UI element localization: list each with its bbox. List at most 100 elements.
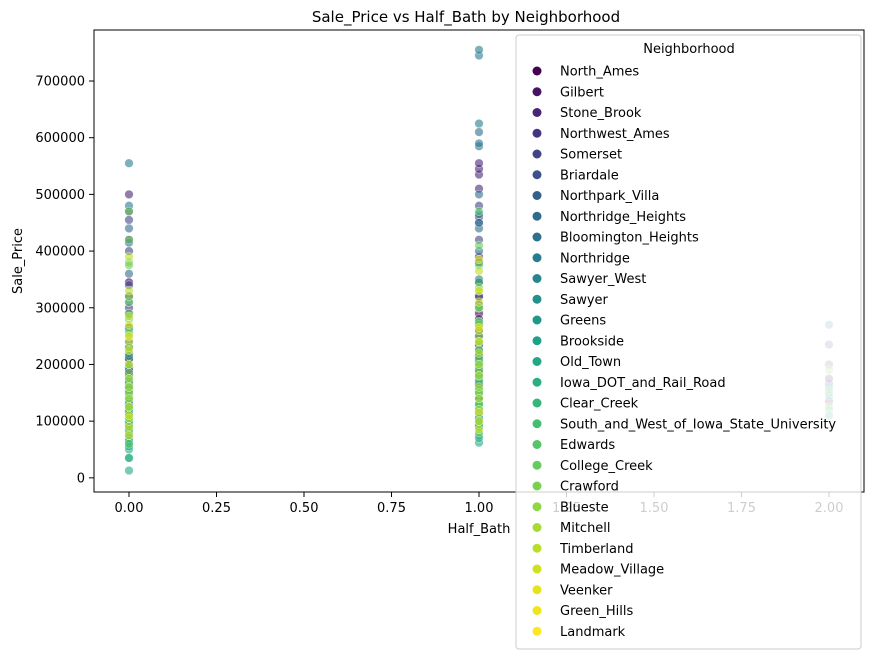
data-point [474, 359, 484, 370]
y-tick-label: 300000 [35, 301, 85, 316]
legend-entry-label: Clear_Creek [560, 397, 639, 412]
legend-entry-label: North_Ames [560, 65, 639, 80]
legend-marker [532, 66, 542, 76]
data-point [474, 297, 484, 307]
legend-entry-label: Briardale [560, 168, 619, 183]
data-point [474, 45, 484, 55]
data-point [124, 189, 134, 199]
legend-marker [532, 336, 542, 346]
data-point [474, 408, 484, 418]
legend-entry-label: Crawford [560, 480, 619, 495]
data-point [124, 269, 134, 279]
legend-marker [532, 294, 542, 304]
legend-marker [532, 128, 542, 138]
y-tick-label: 600000 [35, 131, 85, 146]
legend-entry-label: South_and_West_of_Iowa_State_University [560, 417, 836, 432]
legend-marker [532, 523, 542, 532]
data-point [474, 138, 484, 148]
y-tick-label: 0 [77, 471, 85, 486]
legend-marker [532, 606, 542, 615]
y-tick-label: 200000 [35, 358, 85, 373]
legend-entry-label: Blueste [560, 500, 609, 515]
data-point [124, 331, 134, 341]
legend-marker [532, 232, 542, 242]
data-point [474, 323, 484, 333]
data-point [124, 158, 134, 168]
legend-marker [532, 460, 542, 470]
legend-entry-label: Northwest_Ames [560, 127, 670, 142]
data-point [124, 466, 134, 476]
data-point [124, 320, 134, 330]
legend-marker [532, 211, 542, 221]
data-point [474, 189, 484, 199]
y-axis: 0 100000 200000 300000 400000 500000 600000 700… [35, 75, 94, 486]
data-point [124, 359, 134, 370]
legend-entry-label: Sawyer [560, 293, 609, 308]
data-point [474, 240, 484, 250]
data-point [124, 311, 134, 321]
legend-entry-label: Landmark [560, 625, 626, 640]
data-point [474, 158, 484, 168]
legend-marker [532, 419, 542, 429]
data-point [124, 252, 134, 262]
legend-marker [532, 502, 542, 512]
legend-marker [532, 191, 542, 200]
x-tick-label: 0.75 [377, 501, 406, 516]
legend-entry-label: Mitchell [560, 521, 611, 536]
data-point [474, 348, 484, 358]
y-axis-label: Sale_Price [11, 228, 26, 294]
legend-entry-label: College_Creek [560, 459, 653, 474]
data-point [474, 206, 484, 216]
legend-entry-label: Northpark_Villa [560, 189, 659, 204]
data-point [124, 410, 134, 421]
legend-entry-label: Iowa_DOT_and_Rail_Road [560, 376, 726, 391]
legend-marker [532, 170, 542, 180]
legend-entry-label: Bloomington_Heights [560, 231, 699, 246]
data-point [124, 345, 134, 355]
data-point [124, 286, 134, 296]
data-point [474, 127, 484, 137]
legend-marker [532, 398, 542, 408]
data-point [474, 337, 484, 347]
legend-entry-label: Meadow_Village [560, 563, 664, 578]
legend-entry-label: Northridge [560, 251, 630, 266]
legend-entry-label: Northridge_Heights [560, 210, 686, 225]
legend-entry-label: Sawyer_West [560, 272, 646, 287]
data-point [124, 402, 134, 412]
data-point [474, 255, 484, 265]
data-point [474, 266, 484, 276]
data-point [124, 439, 134, 449]
legend-marker [532, 149, 542, 159]
data-point [474, 371, 484, 381]
y-tick-label: 100000 [35, 415, 85, 430]
legend-entry-label: Timberland [559, 542, 633, 557]
legend-entry-label: Brookside [560, 334, 624, 349]
legend-marker [532, 253, 542, 263]
data-point [124, 453, 134, 463]
legend-entry-label: Somerset [560, 148, 622, 163]
x-tick-label: 0.50 [290, 501, 319, 516]
legend-marker [532, 440, 542, 449]
legend-entry-label: Stone_Brook [560, 106, 642, 121]
legend-title: Neighborhood [643, 42, 735, 57]
data-point [124, 223, 134, 233]
legend-entry-label: Greens [560, 314, 606, 329]
legend-entries: North_Ames Gilbert Stone_Brook Northwest_Am… [532, 65, 836, 640]
data-point [474, 425, 484, 435]
chart-title: Sale_Price vs Half_Bath by Neighborhood [312, 8, 620, 27]
data-point [124, 206, 134, 216]
legend-marker [532, 357, 542, 366]
legend-entry-label: Green_Hills [560, 604, 633, 619]
data-point [124, 430, 134, 440]
data-point [474, 218, 484, 228]
data-point [474, 286, 484, 296]
x-tick-label: 0.00 [115, 501, 144, 516]
x-tick-label: 1.00 [465, 501, 494, 516]
x-tick-label: 0.25 [202, 501, 231, 516]
y-tick-label: 400000 [35, 245, 85, 260]
legend-entry-label: Gilbert [560, 85, 604, 100]
data-point [124, 260, 134, 270]
legend-marker [532, 108, 542, 117]
legend-marker [532, 564, 542, 574]
